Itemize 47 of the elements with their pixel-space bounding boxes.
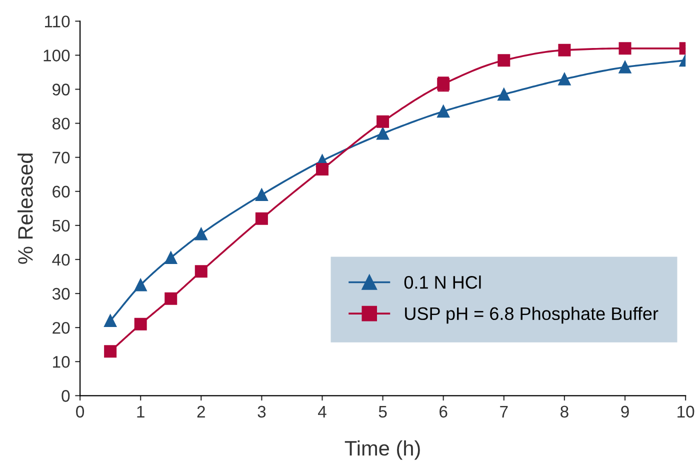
point <box>104 314 117 327</box>
point <box>437 105 450 118</box>
x-tick-label: 4 <box>318 406 326 418</box>
y-axis-title: % Released <box>18 154 33 264</box>
point <box>164 252 178 264</box>
x-tick-label: 8 <box>560 406 568 418</box>
point <box>255 188 268 202</box>
point <box>134 318 147 330</box>
y-tick-label: 0 <box>62 390 70 402</box>
point <box>255 212 268 225</box>
x-tick-label: 3 <box>258 406 266 418</box>
x-tick-label: 10 <box>678 406 694 418</box>
y-tick-label: 80 <box>52 118 70 130</box>
x-tick-label: 6 <box>440 406 448 418</box>
point <box>134 278 147 292</box>
x-tick-label: 0 <box>76 406 84 418</box>
point <box>104 345 117 358</box>
y-tick-label: 90 <box>52 84 70 96</box>
y-tick-label: 110 <box>45 16 70 28</box>
x-tick-label: 2 <box>197 406 205 418</box>
point <box>558 72 571 86</box>
y-tick-label: 30 <box>52 288 70 300</box>
y-tick-label: 50 <box>52 220 70 232</box>
y-tick-label: 20 <box>52 322 70 334</box>
point <box>618 42 632 55</box>
point <box>376 115 390 128</box>
x-tick-label: 5 <box>378 406 387 418</box>
point <box>618 60 632 74</box>
point <box>194 228 208 240</box>
y-tick-label: 40 <box>52 254 70 266</box>
x-tick-label: 9 <box>621 406 629 418</box>
point <box>498 88 510 101</box>
point <box>164 292 178 305</box>
point <box>316 163 328 176</box>
point <box>194 265 208 278</box>
y-tick-label: 70 <box>52 152 70 164</box>
x-tick-label: 1 <box>137 406 144 418</box>
point <box>376 127 390 140</box>
y-tick-label: 60 <box>52 186 70 198</box>
x-tick-label: 7 <box>500 406 508 418</box>
legend-label: USP pH = 6.8 Phosphate Buffer <box>405 306 658 324</box>
x-axis-title: Time (h) <box>344 440 420 460</box>
point <box>498 54 510 67</box>
y-tick-label: 10 <box>53 356 70 368</box>
legend-label: 0.1 N HCl <box>404 276 481 289</box>
point <box>558 44 571 56</box>
y-tick-label: 100 <box>44 50 70 62</box>
